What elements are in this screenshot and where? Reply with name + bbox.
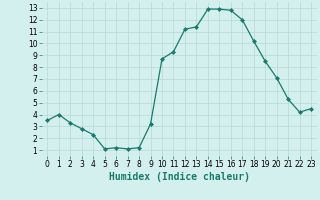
X-axis label: Humidex (Indice chaleur): Humidex (Indice chaleur) bbox=[109, 172, 250, 182]
